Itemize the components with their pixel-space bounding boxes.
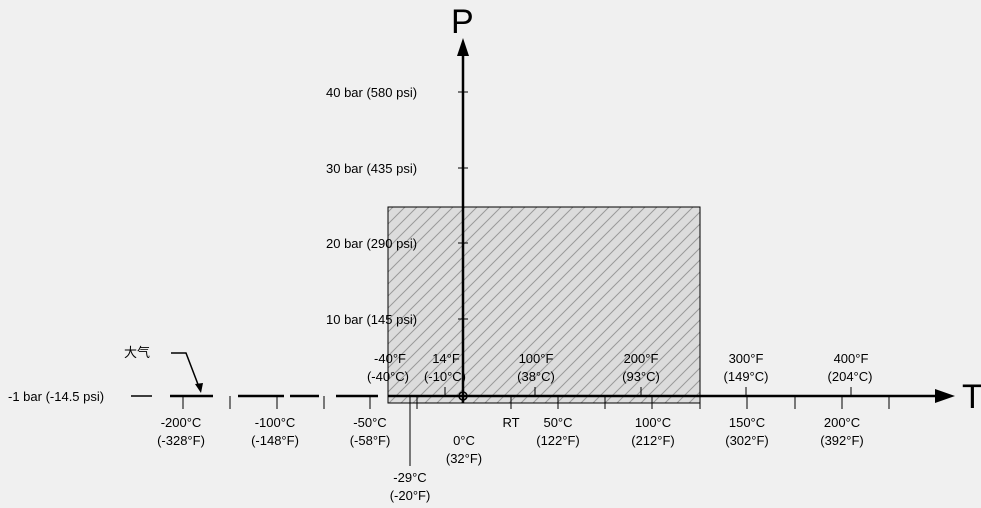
f-label-14-c: (-10°C) — [424, 369, 466, 384]
celsius-labels: -200°C (-328°F) -100°C (-148°F) -50°C (-… — [157, 415, 864, 503]
c-label-200-f: (392°F) — [820, 433, 864, 448]
c-label-minus200-f: (-328°F) — [157, 433, 205, 448]
c-label-50-f: (122°F) — [536, 433, 580, 448]
f-label-minus40-c: (-40°C) — [367, 369, 409, 384]
c-label-50: 50°C — [543, 415, 572, 430]
pressure-label-10: 10 bar (145 psi) — [326, 312, 417, 327]
temperature-axis-title: T — [962, 378, 981, 416]
c-label-minus50-f: (-58°F) — [350, 433, 391, 448]
c-label-minus100-f: (-148°F) — [251, 433, 299, 448]
atmosphere-pointer — [171, 352, 200, 388]
c-label-minus50: -50°C — [353, 415, 386, 430]
vacuum-pressure-label: -1 bar (-14.5 psi) — [8, 389, 104, 404]
f-label-400: 400°F — [834, 351, 869, 366]
f-label-14: 14°F — [432, 351, 460, 366]
f-label-300: 300°F — [729, 351, 764, 366]
c-label-200: 200°C — [824, 415, 860, 430]
f-label-100: 100°F — [519, 351, 554, 366]
c-label-150-f: (302°F) — [725, 433, 769, 448]
f-label-100-c: (38°C) — [517, 369, 555, 384]
pressure-label-30: 30 bar (435 psi) — [326, 161, 417, 176]
f-label-200-c: (93°C) — [622, 369, 660, 384]
atmosphere-label: 大气 — [124, 345, 150, 360]
origin-label-f: (32°F) — [446, 451, 482, 466]
pressure-label-20: 20 bar (290 psi) — [326, 236, 417, 251]
c-label-100: 100°C — [635, 415, 671, 430]
low-temp-label-f: (-20°F) — [390, 488, 431, 503]
pressure-axis-title: P — [451, 3, 474, 41]
origin-label-c: 0°C — [453, 433, 475, 448]
celsius-ticks — [182, 396, 890, 409]
pressure-axis-arrow — [457, 38, 469, 56]
atmosphere-pointer-arrowhead — [195, 383, 203, 393]
c-label-minus100: -100°C — [255, 415, 296, 430]
low-temp-label-c: -29°C — [393, 470, 426, 485]
origin-marker — [458, 391, 468, 401]
c-label-150: 150°C — [729, 415, 765, 430]
temperature-axis-arrow — [935, 389, 955, 403]
f-label-300-c: (149°C) — [724, 369, 769, 384]
f-label-200: 200°F — [624, 351, 659, 366]
c-label-minus200: -200°C — [161, 415, 202, 430]
f-label-minus40: -40°F — [374, 351, 406, 366]
fahrenheit-ticks — [387, 387, 852, 396]
room-temp-label: RT — [502, 415, 519, 430]
pressure-label-40: 40 bar (580 psi) — [326, 85, 417, 100]
operating-region — [387, 206, 701, 404]
c-label-100-f: (212°F) — [631, 433, 675, 448]
fahrenheit-labels: -40°F (-40°C) 14°F (-10°C) 100°F (38°C) … — [367, 351, 872, 384]
f-label-400-c: (204°C) — [828, 369, 873, 384]
